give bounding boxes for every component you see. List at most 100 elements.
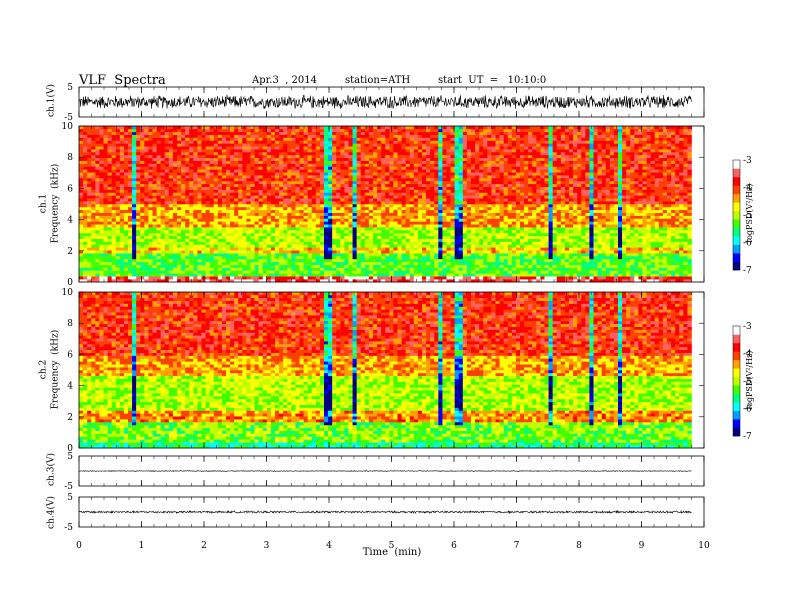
ch1-spectrogram-cell [357, 140, 361, 143]
ch1-spectrogram-cell [336, 169, 340, 172]
ch1-spectrogram-cell [442, 244, 446, 247]
ch1-spectrogram-cell [144, 129, 148, 132]
ch1-spectrogram-cell [316, 233, 320, 236]
ch1-spectrogram-cell [108, 172, 112, 175]
ch1-spectrogram-cell [148, 198, 152, 201]
ch1-spectrogram-cell [165, 152, 169, 155]
ch1-spectrogram-cell [389, 224, 393, 227]
ch1-spectrogram-cell [144, 239, 148, 242]
ch1-spectrogram-cell [193, 213, 197, 216]
ch1-spectrogram-cell [95, 236, 99, 239]
ch1-spectrogram-cell [238, 172, 242, 175]
ch1-spectrogram-cell [373, 233, 377, 236]
ch1-spectrogram-cell [242, 218, 246, 221]
ch1-spectrogram-cell [218, 265, 222, 268]
ch1-spectrogram-cell [373, 149, 377, 152]
ch1-spectrogram-cell [430, 140, 434, 143]
ch1-spectrogram-cell [120, 227, 124, 230]
ch1-spectrogram-cell [202, 190, 206, 193]
ch1-spectrogram-cell [422, 247, 426, 250]
ch1-spectrogram-cell [332, 207, 336, 210]
ch1-spectrogram-cell [442, 158, 446, 161]
ch1-spectrogram-cell [361, 230, 365, 233]
ch1-spectrogram-cell [185, 233, 189, 236]
ch1-spectrogram-cell [173, 230, 177, 233]
ch1-spectrogram-cell [218, 247, 222, 250]
ch1-spectrogram-cell [128, 218, 132, 221]
ch1-spectrogram-cell [99, 195, 103, 198]
ch1-spectrogram-cell [332, 169, 336, 172]
ch1-spectrogram-cell [238, 181, 242, 184]
ch1-spectrogram-cell [157, 218, 161, 221]
ch1-spectrogram-cell [91, 201, 95, 204]
ch1-spectrogram-cell [169, 239, 173, 242]
ch1-spectrogram-cell [426, 224, 430, 227]
ch1-spectrogram-cell [255, 138, 259, 141]
ch1-spectrogram-cell [259, 253, 263, 256]
ch1-spectrogram-cell [222, 184, 226, 187]
ch1-spectrogram-cell [377, 233, 381, 236]
ch1-spectrogram-cell [332, 132, 336, 135]
ch1-spectrogram-cell [300, 129, 304, 132]
ch1-spectrogram-cell [410, 233, 414, 236]
ch1-spectrogram-cell [377, 132, 381, 135]
ch1-spectrogram-cell [365, 233, 369, 236]
ch1-spectrogram-cell [259, 187, 263, 190]
ch1-spectrogram-cell [157, 201, 161, 204]
ch1-spectrogram-cell [353, 227, 357, 230]
ch1-spectrogram-cell [422, 164, 426, 167]
ch1-spectrogram-cell [287, 143, 291, 146]
ch1-spectrogram-cell [161, 135, 165, 138]
ch1-spectrogram-cell [230, 129, 234, 132]
ch1-spectrogram-cell [202, 247, 206, 250]
ch1-spectrogram-cell [161, 192, 165, 195]
ch1-spectrogram-cell [136, 265, 140, 268]
ch1-spectrogram-cell [320, 198, 324, 201]
ch1-spectrogram-cell [316, 259, 320, 262]
ch1-spectrogram-cell [157, 135, 161, 138]
ch1-spectrogram-cell [181, 221, 185, 224]
ch1-spectrogram-cell [377, 184, 381, 187]
ch1-spectrogram-cell [153, 224, 157, 227]
ch1-spectrogram-cell [406, 169, 410, 172]
ch1-spectrogram-cell [246, 155, 250, 158]
ch1-spectrogram-cell [336, 181, 340, 184]
ch1-spectrogram-cell [104, 187, 108, 190]
ch1-spectrogram-cell [136, 158, 140, 161]
ch1-spectrogram-cell [300, 140, 304, 143]
ch1-spectrogram-cell [148, 184, 152, 187]
ch1-spectrogram-cell [279, 190, 283, 193]
ch1-spectrogram-cell [169, 126, 173, 129]
ch1-spectrogram-cell [116, 178, 120, 181]
ch1-spectrogram-cell [169, 268, 173, 271]
ch1-spectrogram-cell [99, 213, 103, 216]
ch1-spectrogram-cell [173, 213, 177, 216]
ch1-spectrogram-cell [361, 166, 365, 169]
ch1-spectrogram-cell [434, 158, 438, 161]
ch1-spectrogram-cell [120, 158, 124, 161]
ch1-spectrogram-cell [271, 265, 275, 268]
ch1-spectrogram-cell [353, 256, 357, 259]
ch1-spectrogram-cell [214, 276, 218, 279]
ch1-spectrogram-cell [255, 143, 259, 146]
ch1-spectrogram-cell [214, 187, 218, 190]
ch1-spectrogram-cell [255, 253, 259, 256]
ch1-spectrogram-cell [136, 259, 140, 262]
ch1-spectrogram-cell [320, 201, 324, 204]
ch1-spectrogram-cell [116, 129, 120, 132]
ch1-spectrogram-cell [128, 166, 132, 169]
ch1-spectrogram-cell [230, 207, 234, 210]
ch1-spectrogram-cell [271, 262, 275, 265]
ch1-spectrogram-cell [181, 227, 185, 230]
ch1-spectrogram-cell [336, 161, 340, 164]
ch1-spectrogram-cell [324, 262, 328, 265]
ch1-spectrogram-cell [181, 224, 185, 227]
ch1-spectrogram-cell [385, 198, 389, 201]
ch1-spectrogram-cell [357, 233, 361, 236]
ch1-spectrogram-cell [246, 175, 250, 178]
ch1-spectrogram-cell [418, 250, 422, 253]
ch1-spectrogram-cell [353, 213, 357, 216]
ch1-spectrogram-cell [116, 169, 120, 172]
ch1-spectrogram-cell [259, 138, 263, 141]
ch1-spectrogram-cell [287, 198, 291, 201]
